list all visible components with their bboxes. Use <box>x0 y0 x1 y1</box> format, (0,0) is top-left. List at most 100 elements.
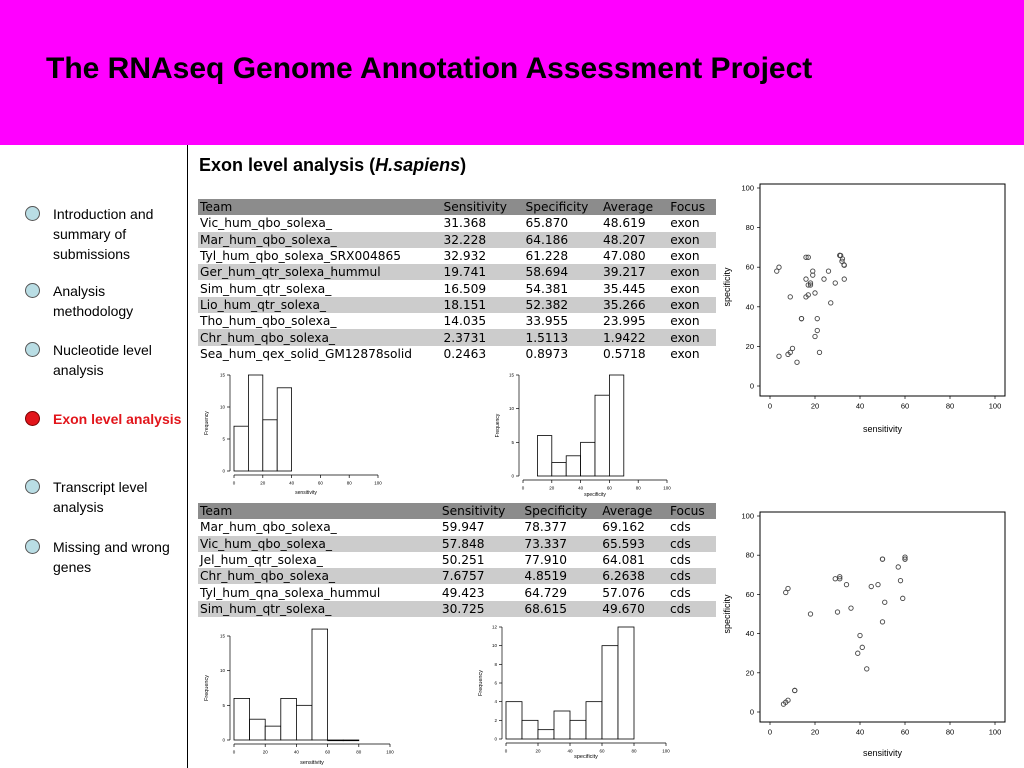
x-tick-label: 40 <box>289 481 295 486</box>
x-tick-label: 40 <box>856 402 864 411</box>
table-cell: Chr_hum_qbo_solexa_ <box>198 568 440 585</box>
histogram-bar <box>262 419 278 472</box>
y-tick-label: 40 <box>746 629 754 638</box>
table-cell: 65.593 <box>600 535 668 552</box>
scatter-point <box>868 583 874 590</box>
x-tick-label: 80 <box>347 481 353 486</box>
scatter-point <box>879 556 886 562</box>
scatter-point <box>787 294 793 300</box>
table-row: Chr_hum_qbo_solexa_ 2.3731 1.5113 1.9422 exo… <box>198 329 716 346</box>
scatter-point <box>837 574 843 580</box>
x-tick-label: 60 <box>607 486 613 491</box>
histogram-bar <box>342 739 360 742</box>
table-cell: 57.848 <box>439 535 523 552</box>
y-tick-label: 10 <box>220 405 226 410</box>
x-tick-label: 80 <box>946 402 954 411</box>
column-header: Specificity <box>522 503 601 520</box>
table-cell: exon <box>670 346 700 361</box>
table-cell: 47.080 <box>603 249 646 264</box>
x-tick-label: 0 <box>522 486 525 491</box>
scatter-point <box>841 262 847 268</box>
title-banner: The RNAseq Genome Annotation Assessment … <box>0 0 1024 145</box>
y-tick-label: 8 <box>494 662 497 667</box>
nav-label: Nucleotide level analysis <box>53 342 152 378</box>
table-cell: Tyl_hum_qbo_solexa_SRX004865 <box>200 249 402 264</box>
table-row: Jel_hum_qtr_solexa_ 50.251 77.910 64.081 cds <box>198 552 716 568</box>
table-cell: Chr_hum_qbo_solexa_ <box>198 329 442 346</box>
column-header: Average <box>600 503 668 520</box>
table-row: Tyl_hum_qna_solexa_hummul 49.423 64.729 57.… <box>198 584 716 600</box>
x-tick-label: 20 <box>260 481 266 486</box>
table-cell: Mar_hum_qbo_solexa_ <box>198 231 442 248</box>
x-tick-label: 60 <box>901 402 909 411</box>
nav-bullet-icon <box>25 283 40 298</box>
table-row: Lio_hum_qtr_solexa_ 18.151 52.382 35.266 exo… <box>198 296 716 314</box>
y-tick-label: 0 <box>750 382 754 391</box>
table-cell: Mar_hum_qbo_solexa_ <box>200 520 337 535</box>
table-header-row: Team Sensitivity Specificity Average Focus <box>198 503 716 520</box>
column-header: Team <box>198 199 442 216</box>
y-tick-label: 5 <box>511 440 514 445</box>
x-tick-label: 80 <box>636 486 642 491</box>
table-cell: 68.615 <box>522 600 601 618</box>
table-cell: Ger_hum_qtr_solexa_hummul <box>198 264 442 281</box>
table-cell: 52.382 <box>523 296 602 314</box>
table-cell: 4.8519 <box>522 568 601 585</box>
y-tick-label: 80 <box>746 551 754 560</box>
y-tick-label: 0 <box>750 708 754 717</box>
table-cell: 6.2638 <box>600 568 668 585</box>
table-cell: Sim_hum_qtr_solexa_ <box>200 281 332 296</box>
table-row: Mar_hum_qbo_solexa_ 32.228 64.186 48.207 exo… <box>198 231 716 248</box>
histogram-bar <box>327 739 344 742</box>
x-tick-label: 20 <box>811 402 819 411</box>
histogram-bar <box>276 387 292 472</box>
y-tick-label: 5 <box>222 703 225 708</box>
scatter-point <box>814 327 820 334</box>
nav-label: Missing and wrong genes <box>53 539 170 575</box>
y-tick-label: 15 <box>509 373 515 378</box>
table-cell: 64.186 <box>523 231 602 248</box>
section-title-species: H.sapiens <box>375 155 461 175</box>
table-cell: 0.2463 <box>443 346 487 361</box>
x-tick-label: 0 <box>233 750 236 755</box>
nav-bullet-icon <box>25 479 40 494</box>
table-cell: exon <box>668 231 716 248</box>
histogram-bar <box>233 698 251 741</box>
x-tick-label: 0 <box>505 749 508 754</box>
scatter-point <box>900 595 906 601</box>
table-cell: 58.694 <box>523 264 602 281</box>
table-row: Sea_hum_qex_solid_GM12878solid 0.2463 0.89… <box>198 346 716 362</box>
histogram-bar <box>580 441 596 477</box>
table-cell: 57.076 <box>602 585 645 600</box>
scatter-point <box>785 697 791 703</box>
histogram-bar <box>537 435 553 477</box>
y-tick-label: 20 <box>746 668 754 677</box>
histogram-bar <box>296 704 313 741</box>
table-cell: Tho_hum_qbo_solexa_ <box>200 314 337 329</box>
scatter-point <box>807 280 814 286</box>
y-tick-label: 0 <box>494 737 497 742</box>
scatter-point <box>807 611 814 617</box>
y-tick-label: 20 <box>746 342 754 351</box>
scatter-point <box>882 599 888 605</box>
x-tick-label: 0 <box>233 481 236 486</box>
scatter-point <box>792 687 798 694</box>
table-cell: exon <box>670 249 700 264</box>
y-tick-label: 0 <box>511 474 514 479</box>
table-cell: 7.6757 <box>439 568 523 585</box>
nav-bullet-icon <box>25 342 40 357</box>
x-tick-label: 100 <box>989 728 1002 737</box>
y-tick-label: 60 <box>746 263 754 272</box>
y-tick-label: 0 <box>222 469 225 474</box>
table-cell: 16.509 <box>443 281 487 296</box>
y-tick-label: 80 <box>746 223 754 232</box>
table-cell: 48.207 <box>601 231 669 248</box>
table-cell: exon <box>668 264 716 281</box>
table-row: Vic_hum_qbo_solexa_ 31.368 65.870 48.619 exo… <box>198 215 716 231</box>
table-cell: Lio_hum_qtr_solexa_ <box>198 296 442 314</box>
scatter-point <box>807 282 814 288</box>
table-cell: 0.5718 <box>603 346 646 361</box>
histogram-bar <box>551 462 567 477</box>
y-tick-label: 100 <box>741 512 754 521</box>
histogram-bar <box>585 701 603 740</box>
